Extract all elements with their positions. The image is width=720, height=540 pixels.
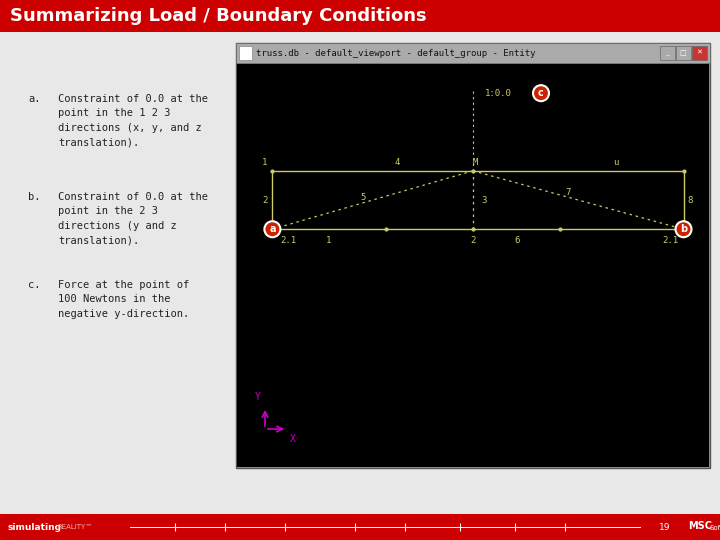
Text: u: u [613, 158, 618, 167]
Text: 5: 5 [360, 193, 365, 202]
Text: Constraint of 0.0 at the
point in the 1 2 3
directions (x, y, and z
translation): Constraint of 0.0 at the point in the 1 … [58, 94, 208, 147]
Text: 2: 2 [262, 195, 267, 205]
Text: ✕: ✕ [696, 50, 702, 56]
Text: REALITY™: REALITY™ [57, 524, 92, 530]
Text: c.: c. [28, 280, 40, 290]
Text: X: X [290, 434, 296, 444]
Text: Y: Y [255, 392, 261, 402]
Text: 7: 7 [565, 187, 570, 197]
Bar [239, 46, 252, 60]
Text: truss.db - default_viewport - default_group - Entity: truss.db - default_viewport - default_gr… [256, 49, 536, 57]
Text: 4: 4 [394, 158, 400, 167]
Bar [236, 43, 710, 63]
Text: 19: 19 [660, 523, 671, 531]
Text: a.: a. [28, 94, 40, 104]
Text: Summarizing Load / Boundary Conditions: Summarizing Load / Boundary Conditions [10, 7, 427, 25]
Text: _: _ [665, 50, 669, 56]
Bar [0, 0, 720, 32]
Bar [237, 64, 709, 467]
Text: □: □ [680, 50, 686, 56]
Text: c: c [538, 88, 544, 98]
Text: 2.1: 2.1 [280, 236, 297, 245]
Text: 6: 6 [514, 236, 519, 245]
Text: a: a [269, 224, 276, 234]
Text: MSC: MSC [688, 521, 712, 531]
Bar [676, 46, 691, 60]
Text: Constraint of 0.0 at the
point in the 2 3
directions (y and z
translation).: Constraint of 0.0 at the point in the 2 … [58, 192, 208, 245]
Circle shape [675, 221, 691, 237]
Text: b.: b. [28, 192, 40, 202]
Bar [692, 46, 707, 60]
Bar [0, 514, 720, 540]
Text: b: b [680, 224, 687, 234]
Text: 1:0.0: 1:0.0 [485, 89, 512, 98]
Text: 8: 8 [688, 195, 693, 205]
Text: 1: 1 [262, 158, 267, 167]
Text: Force at the point of
100 Newtons in the
negative y-direction.: Force at the point of 100 Newtons in the… [58, 280, 189, 319]
Text: 1: 1 [326, 236, 332, 245]
Circle shape [264, 221, 280, 237]
Bar [236, 43, 710, 468]
Text: 2: 2 [470, 236, 476, 245]
Text: Software: Software [710, 525, 720, 531]
Text: 3: 3 [481, 195, 487, 205]
Bar [660, 46, 675, 60]
Text: 2.1: 2.1 [662, 236, 678, 245]
Text: simulating: simulating [8, 523, 62, 531]
Circle shape [533, 85, 549, 101]
Text: M: M [472, 158, 477, 167]
